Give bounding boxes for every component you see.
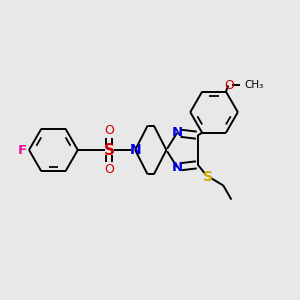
Text: O: O — [225, 79, 234, 92]
Text: S: S — [103, 142, 115, 158]
Text: N: N — [129, 143, 141, 157]
Text: O: O — [104, 163, 114, 176]
Text: N: N — [172, 160, 183, 174]
Text: O: O — [104, 124, 114, 137]
Text: N: N — [172, 126, 183, 140]
Text: CH₃: CH₃ — [244, 80, 264, 90]
Text: S: S — [203, 169, 213, 184]
Text: F: F — [17, 143, 26, 157]
